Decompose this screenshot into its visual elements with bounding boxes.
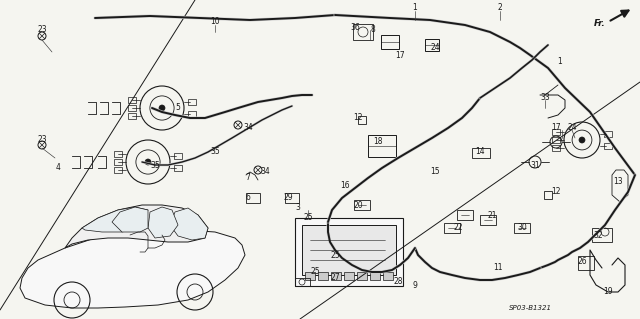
Bar: [368, 135, 396, 157]
Bar: [472, 148, 490, 158]
Text: 3: 3: [296, 204, 300, 212]
Bar: [331, 272, 341, 280]
Bar: [383, 272, 393, 280]
Text: 23: 23: [37, 26, 47, 34]
Bar: [552, 145, 560, 151]
Bar: [578, 256, 594, 270]
Text: 32: 32: [593, 231, 603, 240]
Text: 22: 22: [453, 224, 463, 233]
Bar: [302, 225, 396, 275]
Bar: [381, 35, 399, 49]
Bar: [552, 137, 560, 143]
Bar: [544, 191, 552, 199]
Text: 35: 35: [150, 160, 160, 169]
Text: 26: 26: [577, 257, 587, 266]
Polygon shape: [170, 208, 208, 240]
Text: 15: 15: [430, 167, 440, 176]
Bar: [174, 153, 182, 159]
Text: 17: 17: [395, 50, 405, 60]
Text: 34: 34: [260, 167, 270, 176]
Text: 25: 25: [310, 268, 320, 277]
Text: 21: 21: [487, 211, 497, 219]
Text: 34: 34: [243, 123, 253, 132]
Bar: [114, 159, 122, 165]
Bar: [480, 215, 496, 225]
Bar: [285, 193, 299, 203]
Bar: [295, 278, 310, 286]
Text: SP03-B1321: SP03-B1321: [509, 305, 552, 311]
Text: 4: 4: [56, 164, 60, 173]
Text: 12: 12: [551, 188, 561, 197]
Text: 35: 35: [210, 147, 220, 157]
Text: 2: 2: [498, 4, 502, 12]
Bar: [295, 218, 403, 286]
Circle shape: [159, 105, 165, 111]
Text: 29: 29: [283, 194, 293, 203]
Bar: [457, 210, 473, 220]
Text: 23: 23: [37, 136, 47, 145]
Text: 19: 19: [603, 287, 613, 296]
Text: 17: 17: [551, 123, 561, 132]
Text: 28: 28: [393, 278, 403, 286]
Text: 20: 20: [353, 201, 363, 210]
Bar: [604, 131, 612, 137]
Text: 8: 8: [371, 26, 376, 34]
Text: 5: 5: [175, 103, 180, 113]
Text: Fr.: Fr.: [594, 19, 606, 28]
Text: 24: 24: [567, 123, 577, 132]
Polygon shape: [82, 207, 148, 232]
Text: 16: 16: [340, 181, 350, 189]
Bar: [188, 99, 196, 105]
Bar: [128, 97, 136, 103]
Bar: [246, 193, 260, 203]
Text: 33: 33: [540, 93, 550, 102]
Text: 9: 9: [413, 280, 417, 290]
Bar: [358, 116, 366, 124]
Text: 24: 24: [430, 43, 440, 53]
Text: 1: 1: [557, 57, 563, 66]
Bar: [344, 272, 354, 280]
Bar: [552, 129, 560, 135]
Text: 7: 7: [246, 174, 250, 182]
Bar: [444, 223, 460, 233]
Circle shape: [579, 137, 585, 143]
Bar: [353, 24, 373, 40]
Polygon shape: [20, 230, 245, 308]
Bar: [604, 143, 612, 149]
Text: 36: 36: [350, 24, 360, 33]
Bar: [114, 167, 122, 173]
Polygon shape: [112, 207, 148, 232]
Text: 6: 6: [246, 194, 250, 203]
Circle shape: [145, 159, 151, 165]
Text: 25: 25: [330, 250, 340, 259]
Polygon shape: [65, 205, 208, 248]
Bar: [370, 272, 380, 280]
Bar: [357, 272, 367, 280]
Bar: [354, 200, 370, 210]
Bar: [305, 272, 315, 280]
Bar: [174, 165, 182, 171]
Text: 12: 12: [353, 114, 363, 122]
Text: 11: 11: [493, 263, 503, 272]
Text: 31: 31: [530, 160, 540, 169]
Text: 25: 25: [303, 213, 313, 222]
Text: 13: 13: [613, 177, 623, 187]
Bar: [114, 151, 122, 157]
Polygon shape: [148, 207, 178, 238]
Bar: [425, 39, 439, 51]
Bar: [128, 113, 136, 119]
Text: 18: 18: [373, 137, 383, 146]
Bar: [514, 223, 530, 233]
Text: 1: 1: [413, 4, 417, 12]
Bar: [128, 105, 136, 111]
Bar: [318, 272, 328, 280]
Text: 27: 27: [330, 273, 340, 283]
Bar: [592, 228, 612, 242]
Text: 14: 14: [475, 147, 485, 157]
Text: 10: 10: [210, 18, 220, 26]
Text: 30: 30: [517, 224, 527, 233]
Bar: [188, 111, 196, 117]
